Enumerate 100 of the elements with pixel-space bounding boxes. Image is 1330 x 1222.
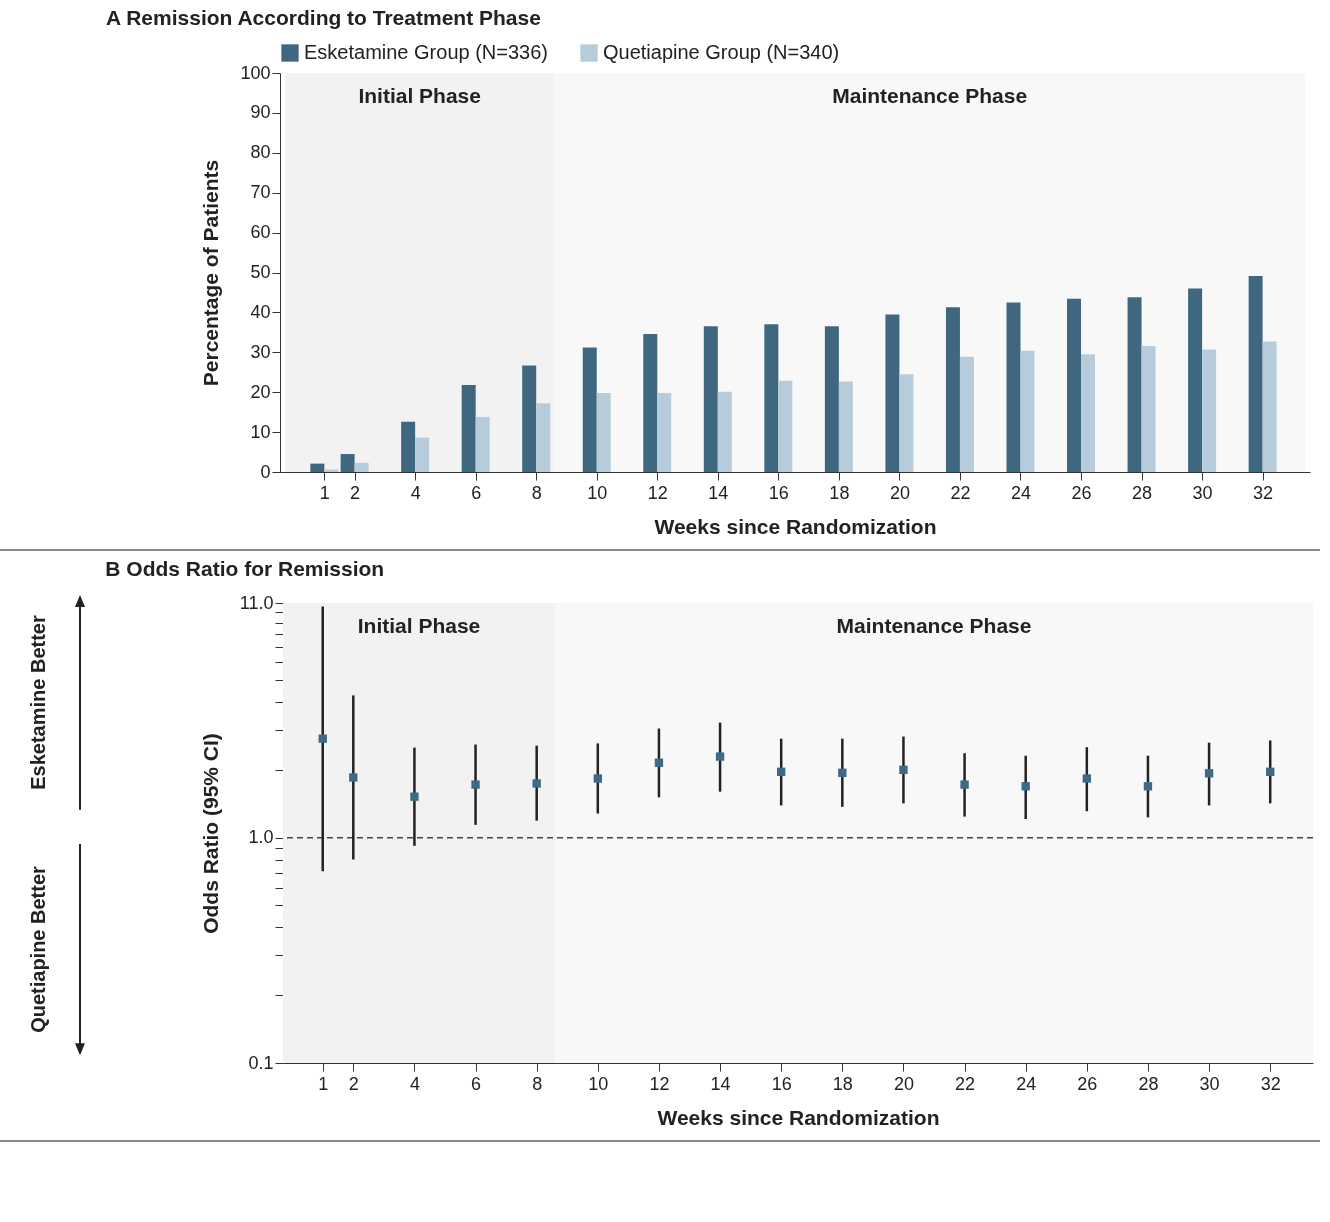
bar: [1188, 288, 1203, 472]
x-tick-label: 4: [410, 482, 421, 503]
point: [349, 773, 358, 782]
x-tick-label: 30: [1192, 482, 1213, 503]
x-tick-label: 32: [1260, 1073, 1281, 1094]
band-label: Initial Phase: [358, 84, 481, 107]
y-tick-label: 100: [240, 62, 271, 83]
bar: [643, 333, 658, 472]
chart-title: A Remission According to Treatment Phase: [105, 6, 541, 29]
bar: [1262, 341, 1277, 472]
chart-title: B Odds Ratio for Remission: [105, 557, 385, 580]
bar: [1127, 297, 1142, 472]
bar: [1248, 276, 1263, 472]
bar: [415, 437, 430, 472]
x-axis-title: Weeks since Randomization: [654, 514, 937, 538]
point: [777, 767, 786, 776]
y-tick-label: 60: [250, 222, 271, 243]
x-tick-label: 28: [1132, 482, 1153, 503]
point: [654, 758, 664, 767]
point: [1143, 782, 1153, 791]
y-tick-label: 11.0: [239, 592, 274, 613]
bar: [536, 403, 551, 472]
x-tick-label: 24: [1010, 482, 1032, 503]
x-tick-label: 8: [531, 482, 542, 503]
x-tick-label: 2: [348, 1073, 359, 1094]
x-axis-title: Weeks since Randomization: [657, 1105, 940, 1129]
y-tick-label: 80: [250, 142, 271, 163]
bar: [461, 385, 476, 472]
band-label: Initial Phase: [357, 614, 481, 637]
x-tick-label: 10: [588, 1073, 609, 1094]
band-label: Maintenance Phase: [832, 84, 1028, 107]
x-tick-label: 16: [768, 482, 789, 503]
bar: [885, 314, 900, 472]
point: [471, 780, 480, 789]
point: [715, 752, 725, 761]
x-tick-label: 16: [771, 1073, 792, 1094]
x-tick-label: 14: [708, 482, 729, 503]
point: [899, 765, 908, 775]
x-tick-label: 20: [893, 1073, 914, 1094]
text: Esketamine Better: [26, 615, 50, 790]
y-axis-title: Odds Ratio (95% CI): [198, 733, 222, 934]
x-tick-label: 2: [350, 482, 361, 503]
bar: [899, 374, 914, 472]
point: [1204, 769, 1214, 778]
y-tick-label: 0.1: [248, 1052, 274, 1073]
x-tick-label: 24: [1016, 1073, 1037, 1094]
bar: [1141, 345, 1156, 472]
point: [410, 792, 419, 801]
x-tick-label: 6: [471, 1073, 482, 1094]
bar: [475, 416, 490, 472]
y-tick-label: 0: [260, 461, 271, 482]
y-tick-label: 50: [250, 262, 271, 282]
x-tick-label: 8: [532, 1073, 543, 1094]
y-tick-label: 1.0: [248, 827, 274, 848]
bar: [945, 307, 960, 472]
text: Quetiapine Better: [26, 865, 50, 1033]
y-tick-label: 10: [250, 421, 271, 442]
y-tick-label: 70: [250, 182, 271, 203]
x-tick-label: 18: [829, 482, 850, 503]
bar: [310, 463, 325, 472]
bar: [778, 380, 793, 472]
y-tick-label: 40: [250, 301, 271, 322]
x-tick-label: 1: [319, 482, 330, 503]
bar: [340, 454, 355, 472]
x-tick-label: 14: [710, 1073, 731, 1094]
x-tick-label: 26: [1077, 1073, 1098, 1094]
y-tick-label: 30: [250, 341, 271, 362]
point: [1266, 767, 1275, 776]
bar: [582, 347, 597, 472]
y-axis-title: Percentage of Patients: [199, 159, 223, 387]
bar: [838, 381, 853, 472]
point: [838, 768, 847, 777]
x-tick-label: 6: [471, 482, 482, 503]
point: [532, 779, 541, 788]
bar: [657, 393, 672, 472]
bar: [703, 326, 718, 472]
bar: [354, 462, 369, 472]
band-label: Maintenance Phase: [836, 614, 1032, 637]
x-tick-label: 30: [1199, 1073, 1220, 1094]
x-tick-label: 12: [649, 1073, 670, 1094]
x-tick-label: 32: [1253, 482, 1274, 503]
point: [1021, 782, 1030, 791]
bar: [1081, 354, 1096, 472]
x-tick-label: 10: [587, 482, 608, 503]
bar: [401, 421, 416, 472]
point: [960, 780, 969, 789]
x-tick-label: 26: [1071, 482, 1092, 503]
x-tick-label: 22: [955, 1073, 976, 1094]
y-tick-label: 90: [250, 102, 271, 123]
point: [1082, 774, 1092, 783]
bar: [764, 324, 779, 472]
x-tick-label: 12: [647, 482, 668, 503]
x-tick-label: 4: [409, 1073, 420, 1094]
bar: [959, 356, 974, 472]
bar: [522, 365, 537, 472]
bar: [717, 391, 732, 472]
point: [318, 734, 327, 743]
bar: [1067, 298, 1082, 472]
bar: [1006, 302, 1021, 472]
bar: [1020, 350, 1035, 472]
